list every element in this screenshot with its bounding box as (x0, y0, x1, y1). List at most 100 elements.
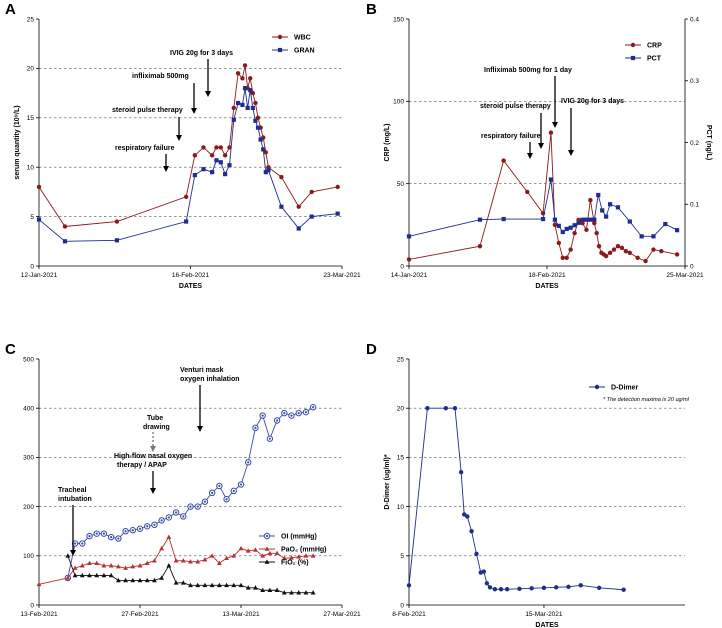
data-point (65, 553, 71, 558)
data-point (195, 582, 201, 588)
y-tick-label: 25 (397, 356, 405, 363)
data-point (242, 86, 248, 91)
data-point-center (203, 500, 207, 503)
data-point (224, 555, 229, 561)
data-point (245, 105, 250, 111)
legend-label: CRP (647, 43, 662, 50)
data-point (548, 177, 554, 182)
legend-marker (264, 546, 270, 551)
data-point (458, 469, 464, 475)
data-point (425, 406, 430, 411)
data-point-center (261, 414, 264, 417)
annotation-steroid-arrow-head (176, 135, 182, 141)
y-tick-right-label: 0 (690, 263, 694, 270)
data-point (588, 217, 593, 222)
data-point (596, 244, 602, 249)
data-point (659, 248, 664, 254)
y-tick-label: 5 (30, 214, 34, 221)
data-point (101, 563, 107, 568)
data-point-center (174, 511, 178, 514)
data-point (279, 204, 284, 209)
data-point (173, 580, 179, 585)
data-point-center (275, 419, 279, 422)
legend-label: WBC (294, 35, 311, 42)
data-point (572, 223, 577, 228)
y-tick-label: 20 (27, 66, 35, 73)
data-point (477, 244, 483, 249)
y-tick-label: 300 (23, 455, 34, 462)
data-point (72, 572, 78, 578)
data-point (303, 553, 309, 558)
data-point (504, 587, 510, 592)
data-point (231, 553, 237, 558)
data-point-center (110, 536, 113, 539)
data-point-center (153, 523, 156, 526)
series-line-1 (38, 88, 338, 242)
chart-panel-b: B 0 50 100 150 0 0.1 0.2 0.3 0.4 14-Jan-2021 18-Feb… (366, 1, 712, 290)
data-point (216, 560, 222, 565)
data-point (261, 147, 266, 152)
data-point (227, 145, 232, 150)
data-point (201, 167, 206, 172)
annotation-steroid: steroid pulse therapy (112, 107, 183, 114)
panel-letter: B (366, 1, 377, 18)
data-point-center (167, 516, 170, 519)
y-axis-right-label: PCT (ng/L) (705, 125, 712, 160)
data-point (611, 247, 617, 252)
data-point-center (189, 505, 192, 508)
x-tick-label: 27-Feb-2021 (121, 611, 159, 618)
data-point (202, 582, 208, 588)
data-point (166, 534, 172, 539)
legend-label: D-Dimer (611, 385, 639, 392)
data-point (184, 219, 189, 224)
x-tick-label: 12-Jan-2021 (21, 272, 58, 279)
data-point (619, 245, 625, 251)
data-point (309, 189, 314, 195)
data-point (87, 572, 92, 578)
data-point (596, 192, 601, 198)
data-point-center (117, 537, 120, 540)
data-point (255, 125, 261, 130)
y-tick-label: 50 (397, 181, 405, 188)
y-tick-label: 25 (27, 16, 35, 23)
y-tick-label: 15 (27, 115, 35, 122)
data-point (663, 221, 668, 227)
data-point (296, 590, 302, 595)
data-point (188, 582, 193, 588)
data-point (465, 514, 470, 519)
data-point-center (124, 530, 127, 533)
annotation-respiratory: respiratory failure (115, 145, 175, 152)
data-point (188, 559, 193, 564)
data-point-center (146, 525, 149, 528)
data-point (192, 153, 198, 158)
annotation-respiratory: respiratory failure (481, 133, 541, 140)
data-point (556, 240, 562, 246)
data-point (166, 563, 172, 568)
annotation-ivig-arrow-head (568, 150, 574, 156)
data-point (214, 145, 219, 150)
data-point (223, 172, 228, 177)
data-point (123, 577, 128, 583)
y-tick-label: 15 (397, 455, 405, 462)
data-point (253, 547, 258, 552)
series-line-1 (408, 179, 678, 237)
data-point (487, 585, 493, 590)
data-point (209, 553, 215, 558)
data-point (231, 582, 237, 588)
legend-marker (630, 55, 636, 61)
data-point (296, 226, 301, 231)
y-tick-label: 200 (23, 504, 34, 511)
y-tick-label: 0 (30, 263, 34, 270)
data-point (130, 577, 136, 583)
annotation-venturi-1: Venturi mask (180, 367, 224, 374)
data-point (144, 577, 150, 583)
data-point (607, 250, 613, 256)
data-point (36, 184, 42, 190)
legend-marker (630, 42, 636, 48)
data-point (580, 217, 585, 222)
annotation-infliximab-arrow-head (191, 108, 197, 114)
x-axis-label: DATES (179, 283, 203, 290)
data-point (115, 577, 121, 583)
data-point (231, 105, 236, 111)
data-point (572, 230, 577, 236)
